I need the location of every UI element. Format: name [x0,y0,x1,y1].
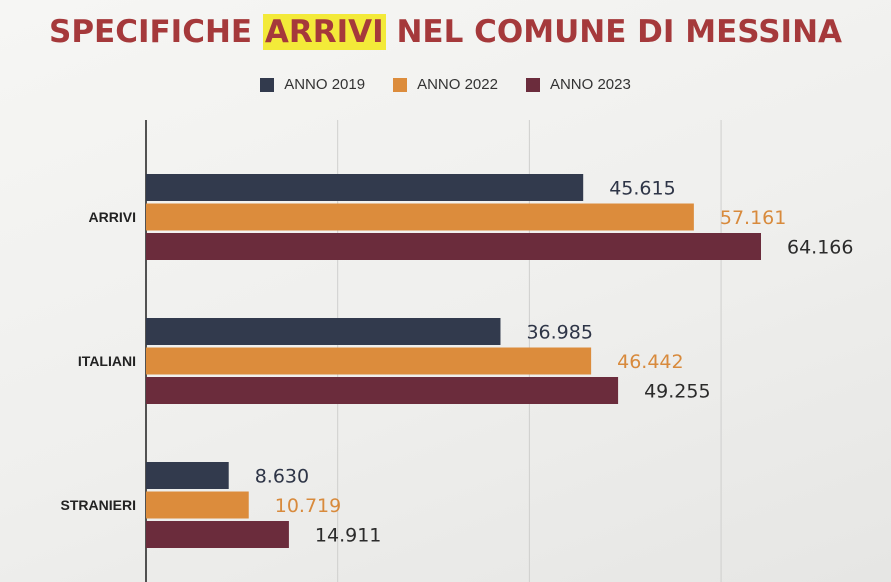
category-label: STRANIERI [61,497,136,513]
data-label: 10.719 [275,495,341,517]
legend-label-2019: ANNO 2019 [284,76,366,93]
legend-item-2019: ANNO 2019 [260,76,365,93]
bar [146,174,584,201]
data-label: 57.161 [720,207,786,229]
bar [146,233,761,260]
bar [146,377,619,404]
legend-label-2023: ANNO 2023 [549,76,631,93]
chart-legend: ANNO 2019 ANNO 2022 ANNO 2023 [0,76,891,93]
bar [146,203,694,231]
legend-swatch-2019 [260,77,275,92]
legend-item-2023: ANNO 2023 [525,76,631,93]
data-label: 8.630 [255,466,309,488]
category-label: ARRIVI [89,209,136,225]
legend-swatch-2023 [525,77,540,92]
legend-swatch-2022 [393,77,408,92]
bar [146,521,289,548]
title-prefix: SPECIFICHE [49,14,263,50]
data-label: 64.166 [787,237,853,259]
legend-item-2022: ANNO 2022 [393,76,498,93]
title-suffix: NEL COMUNE DI MESSINA [385,14,842,50]
legend-label-2022: ANNO 2022 [417,76,498,93]
category-label: ITALIANI [78,353,136,369]
data-label: 49.255 [644,381,710,403]
data-label: 36.985 [526,322,592,344]
bar [146,462,229,489]
data-label: 46.442 [617,351,683,373]
data-label: 45.615 [609,178,675,200]
bar [146,347,592,375]
data-label: 14.911 [315,525,381,547]
chart-title: SPECIFICHE ARRIVI NEL COMUNE DI MESSINA [0,14,891,50]
bar [146,491,249,519]
title-highlight: ARRIVI [262,14,386,50]
bar [146,318,501,345]
